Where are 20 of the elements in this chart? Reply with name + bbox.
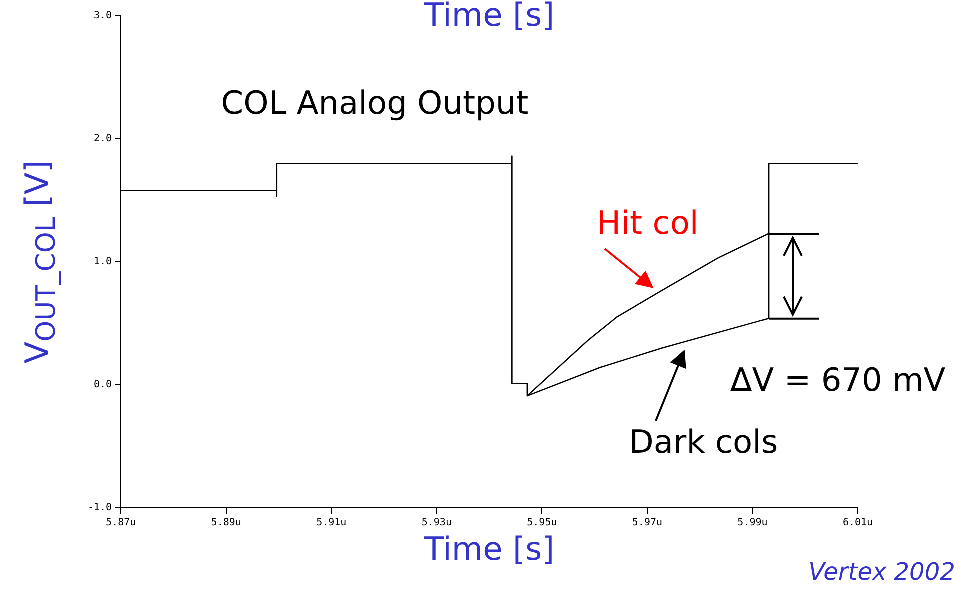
x-axis-title: Time [s] (424, 530, 555, 568)
x-tick-label: 6.01u (842, 518, 874, 529)
text: Vertex 2002 (808, 558, 956, 586)
annotation: ΔV = 670 mV (730, 361, 946, 399)
y-tick-label: -1.0 (88, 502, 112, 514)
x-tick-label: 5.99u (738, 518, 768, 529)
y-tick-label: 1.0 (94, 256, 112, 268)
x-tick-label: 5.93u (422, 518, 452, 529)
x-tick-label: 5.91u (316, 518, 347, 529)
x-tick-label: 5.97u (632, 518, 663, 529)
chart-title: Time [s] (424, 0, 555, 34)
y-tick-label: 2.0 (94, 134, 112, 145)
y-tick-label: 3.0 (94, 10, 112, 22)
x-tick-label: 5.87u (106, 518, 136, 529)
legend-label: Hit col (597, 204, 699, 242)
series-label: Dark cols (629, 423, 778, 462)
x-tick-label: 5.95u (527, 518, 558, 529)
annotation: COL Analog Output (221, 84, 529, 122)
y-tick-label: 0.0 (94, 380, 112, 391)
x-tick-label: 5.89u (211, 518, 242, 529)
